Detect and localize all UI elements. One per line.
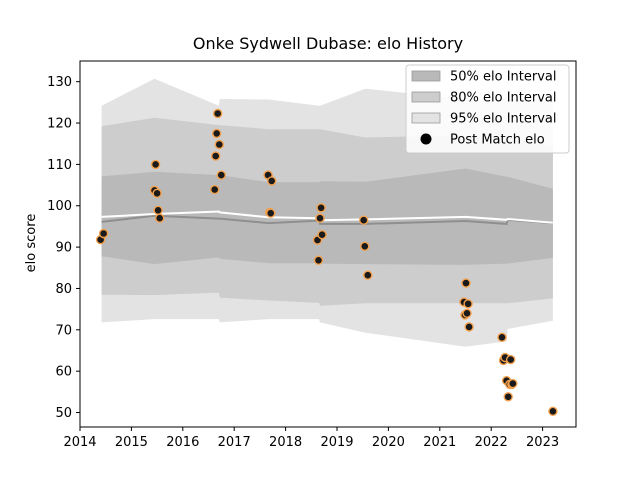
legend-label: 50% elo Interval bbox=[450, 70, 557, 85]
x-tick-label: 2021 bbox=[423, 435, 456, 450]
post-match-elo-point bbox=[315, 213, 325, 223]
post-match-elo-point bbox=[210, 151, 221, 161]
post-match-elo-point bbox=[153, 205, 163, 216]
post-match-elo-point bbox=[214, 139, 225, 150]
y-tick-label: 50 bbox=[55, 406, 72, 421]
legend-label: 80% elo Interval bbox=[450, 91, 557, 106]
legend-swatch-band50 bbox=[411, 70, 441, 82]
post-match-elo-point bbox=[360, 241, 370, 252]
legend-swatch-band80 bbox=[411, 91, 441, 103]
post-match-elo-point bbox=[211, 128, 222, 139]
post-match-elo-point bbox=[152, 188, 162, 199]
legend-label: 95% elo Interval bbox=[450, 112, 557, 127]
post-match-elo-point bbox=[464, 322, 474, 332]
post-match-elo-point bbox=[508, 378, 518, 389]
post-match-elo-point bbox=[462, 308, 472, 318]
legend: 50% elo Interval 80% elo Interval 95% elo … bbox=[405, 64, 570, 154]
x-tick-label: 2015 bbox=[115, 435, 148, 450]
post-match-elo-point bbox=[463, 299, 473, 309]
post-match-elo-point bbox=[212, 108, 223, 119]
post-match-elo-point bbox=[266, 208, 276, 218]
legend-label: Post Match elo bbox=[450, 133, 545, 148]
y-tick-label: 70 bbox=[55, 323, 72, 338]
y-tick-label: 120 bbox=[47, 117, 72, 132]
post-match-elo-point bbox=[216, 170, 227, 180]
post-match-elo-point bbox=[154, 213, 165, 223]
y-tick-label: 130 bbox=[47, 75, 72, 90]
post-match-elo-point bbox=[98, 228, 109, 239]
legend-swatch-band95 bbox=[411, 112, 441, 124]
post-match-elo-point bbox=[359, 215, 369, 225]
x-tick-label: 2016 bbox=[166, 435, 199, 450]
x-tick-label: 2020 bbox=[372, 435, 405, 450]
post-match-elo-point bbox=[316, 203, 326, 213]
y-tick-label: 60 bbox=[55, 365, 72, 380]
y-tick-label: 110 bbox=[47, 158, 72, 173]
chart-title: Onke Sydwell Dubase: elo History bbox=[193, 34, 463, 53]
y-tick-label: 90 bbox=[55, 241, 72, 256]
y-tick-label: 80 bbox=[55, 282, 72, 297]
x-tick-label: 2019 bbox=[320, 435, 353, 450]
x-tick-label: 2022 bbox=[475, 435, 508, 450]
post-match-elo-point bbox=[461, 278, 471, 288]
post-match-elo-point bbox=[150, 159, 161, 170]
plot-frame bbox=[79, 60, 577, 428]
legend-frame bbox=[405, 64, 570, 154]
x-tick-label: 2018 bbox=[269, 435, 302, 450]
post-match-elo-point bbox=[313, 255, 324, 265]
post-match-elo-point bbox=[506, 354, 516, 365]
x-tick-label: 2014 bbox=[63, 435, 96, 450]
post-match-elo-point bbox=[497, 332, 507, 342]
post-match-elo-point bbox=[209, 184, 220, 195]
post-match-elo-point bbox=[548, 406, 558, 416]
axes: 2014 2015 2016 2017 2018 2019 2020 2021 2022 2023… bbox=[47, 60, 577, 450]
x-tick-label: 2017 bbox=[218, 435, 251, 450]
x-tick-label: 2023 bbox=[526, 435, 559, 450]
y-axis-label: elo score bbox=[24, 214, 39, 273]
post-match-elo-point bbox=[267, 176, 277, 186]
post-match-elo-point bbox=[363, 270, 373, 280]
post-match-elo-point bbox=[317, 229, 327, 240]
post-match-elo-point bbox=[503, 392, 513, 402]
legend-marker-swatch bbox=[420, 133, 432, 145]
y-tick-label: 100 bbox=[47, 199, 72, 214]
